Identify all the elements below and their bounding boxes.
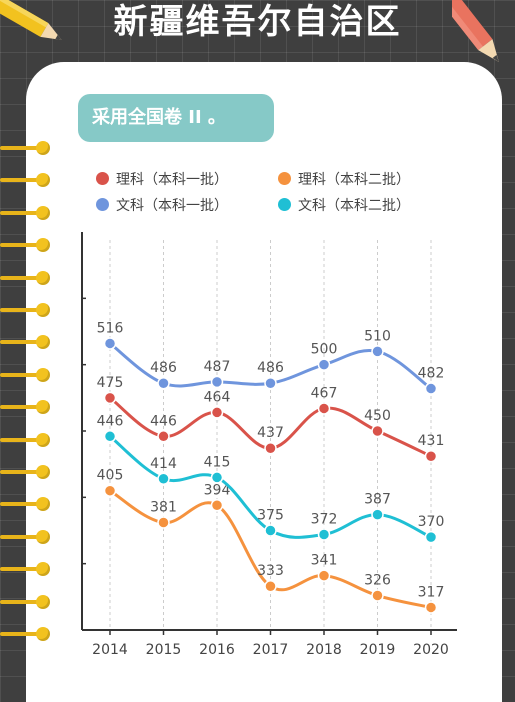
data-label: 464	[204, 389, 231, 405]
ring-icon	[0, 303, 50, 317]
data-point	[264, 579, 277, 593]
data-label: 387	[364, 492, 391, 508]
data-label: 394	[204, 482, 231, 498]
pencil-icon-right	[452, 0, 499, 62]
ring-icon	[0, 335, 50, 350]
data-point	[424, 382, 438, 395]
ring-icon	[0, 173, 50, 188]
data-label: 414	[150, 456, 177, 472]
data-label: 381	[150, 500, 177, 516]
data-label: 370	[418, 514, 445, 530]
x-tick-label: 2017	[253, 642, 289, 658]
data-point	[210, 375, 224, 389]
legend-swatch-icon	[96, 198, 109, 211]
data-point	[317, 358, 331, 371]
legend-item-series-3: 文科（本科一批）	[96, 196, 228, 216]
data-label: 500	[311, 342, 338, 358]
data-point	[103, 430, 117, 443]
data-point	[371, 508, 384, 521]
data-point	[371, 589, 384, 602]
data-label: 450	[364, 408, 391, 424]
legend-item-series-2: 理科（本科二批）	[278, 170, 410, 190]
data-point	[157, 376, 170, 390]
pencil-icon-left	[0, 0, 62, 40]
data-label: 446	[150, 413, 177, 429]
data-point	[157, 472, 170, 486]
page-title: 新疆维吾尔自治区	[113, 2, 402, 42]
x-tick-label: 2019	[360, 642, 396, 658]
data-label: 372	[311, 511, 338, 527]
ring-icon	[0, 238, 50, 253]
ring-icon	[0, 627, 50, 641]
x-tick-label: 2020	[413, 642, 449, 658]
data-point	[371, 424, 384, 438]
ring-icon	[0, 367, 50, 382]
data-point	[317, 402, 331, 415]
data-label: 467	[311, 385, 338, 401]
x-tick-label: 2018	[306, 642, 342, 658]
legend-label: 文科（本科一批）	[116, 198, 228, 214]
data-label: 475	[97, 375, 124, 391]
data-point	[317, 528, 331, 541]
data-point	[157, 430, 170, 443]
legend-swatch-icon	[96, 172, 109, 185]
ring-icon	[0, 562, 50, 577]
data-point	[210, 499, 224, 512]
legend-swatch-icon	[278, 198, 291, 211]
data-label: 486	[150, 360, 177, 376]
data-point	[210, 406, 224, 419]
x-tick-label: 2016	[199, 642, 235, 658]
ring-icon	[0, 141, 50, 155]
legend-item-series-4: 文科（本科二批）	[278, 196, 410, 216]
data-point	[103, 391, 117, 405]
ring-icon	[0, 270, 50, 285]
legend-swatch-icon	[278, 172, 291, 185]
data-point	[424, 530, 438, 544]
ring-icon	[0, 432, 50, 447]
data-point	[210, 471, 224, 484]
ring-icon	[0, 400, 50, 415]
ring-icon	[0, 529, 50, 544]
data-point	[317, 569, 331, 582]
data-point	[264, 524, 277, 537]
data-label: 487	[204, 359, 231, 375]
legend-item-series-1: 理科（本科一批）	[96, 170, 228, 190]
data-point	[424, 449, 438, 463]
data-label: 437	[257, 425, 284, 441]
x-tick-label: 2014	[92, 642, 128, 658]
data-point	[264, 376, 277, 390]
ring-icon	[0, 497, 50, 512]
data-label: 341	[311, 553, 338, 569]
data-label: 333	[257, 563, 284, 579]
line-chart: 2014 2015 2016 2017 2018 2019 2020 475 446 464 437…	[81, 232, 457, 658]
data-point	[264, 441, 277, 455]
chart-subtitle: 采用全国卷 II 。	[78, 94, 274, 142]
data-label: 405	[97, 468, 124, 484]
legend-label: 理科（本科二批）	[298, 172, 410, 188]
data-label: 375	[257, 508, 284, 524]
ring-icon	[0, 205, 50, 220]
data-point	[103, 484, 117, 497]
data-label: 431	[418, 433, 445, 449]
ring-icon	[0, 594, 50, 609]
legend-label: 文科（本科二批）	[298, 198, 410, 214]
data-label: 516	[97, 320, 124, 336]
data-point	[157, 516, 170, 529]
data-point	[371, 345, 384, 358]
data-label: 317	[418, 584, 445, 600]
data-label: 482	[418, 366, 445, 382]
data-point	[103, 337, 117, 350]
data-point	[424, 601, 438, 614]
ring-icon	[0, 465, 50, 479]
legend-label: 理科（本科一批）	[116, 172, 228, 188]
x-tick-label: 2015	[146, 642, 182, 658]
data-label: 510	[364, 328, 391, 344]
data-label: 486	[257, 360, 284, 376]
data-label: 326	[364, 573, 391, 589]
data-label: 446	[97, 413, 124, 429]
data-label: 415	[204, 454, 231, 470]
